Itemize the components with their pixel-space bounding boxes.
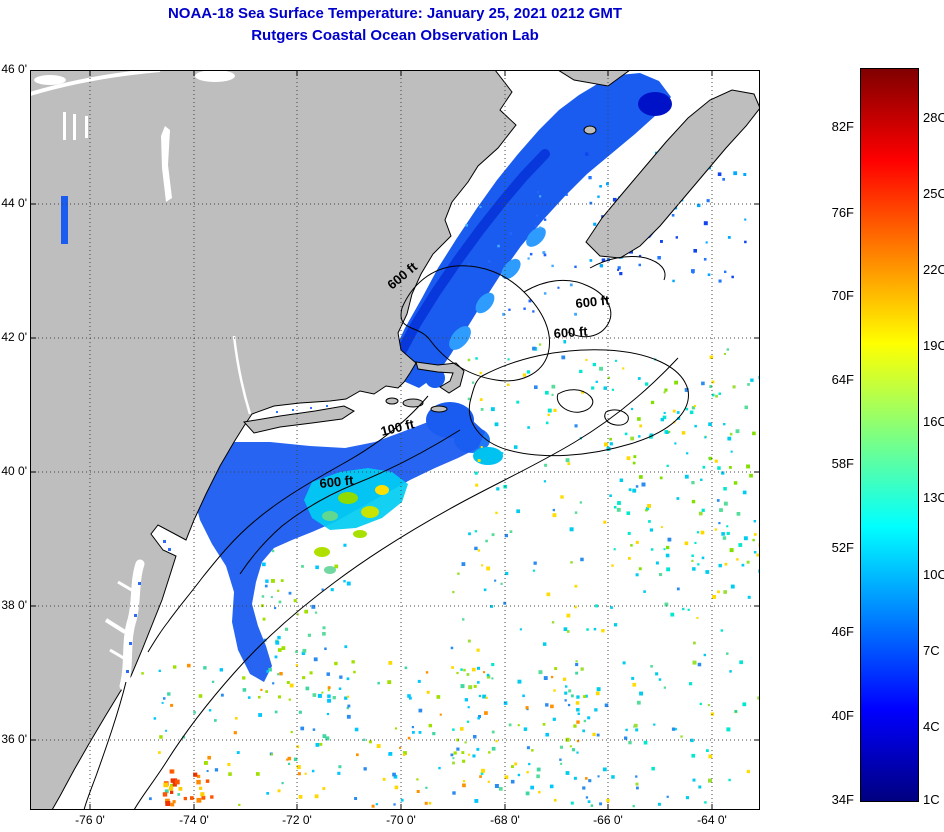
colorbar-label-celsius: 1C (923, 792, 940, 807)
contour-shelf-break-2 (83, 681, 127, 811)
colorbar-label-fahrenheit: 76F (831, 204, 854, 220)
contour-label: 600 ft (575, 292, 611, 311)
long-island (243, 405, 355, 434)
map-frame (30, 69, 760, 810)
contour-label: 600 ft (553, 324, 589, 341)
longitude-tick-label: -74 0' (179, 813, 209, 827)
contour-georges-bank (468, 349, 689, 457)
colorbar-label-celsius: 25C (923, 185, 944, 201)
colorbar-label-celsius: 4C (923, 718, 940, 734)
colorbar-label-fahrenheit: 58F (831, 456, 854, 471)
latitude-tick-label: 36 0' (1, 732, 27, 746)
colorbar-label-celsius: 16C (923, 414, 944, 430)
contour-shelf-break (133, 357, 679, 811)
sst-speckles (141, 151, 763, 808)
contour-bank-small-1 (556, 389, 594, 413)
latitude-tick-label: 38 0' (1, 598, 27, 612)
island-marthas-vineyard (402, 398, 424, 408)
contour-100ft (147, 395, 429, 653)
colorbar-label-fahrenheit: 82F (831, 119, 854, 135)
longitude-tick-label: -76 0' (75, 813, 105, 827)
colorbar-label-fahrenheit: 64F (831, 371, 854, 387)
contour-600ft-mid (239, 429, 461, 575)
contour-gom-arm (523, 279, 612, 338)
latitude-tick-label: 46 0' (1, 62, 27, 76)
colorbar-label-fahrenheit: 46F (831, 623, 854, 639)
island-grand-manan (583, 125, 597, 135)
contour-label: 600 ft (319, 472, 355, 491)
contour-nova-scotia (589, 255, 666, 281)
longitude-tick-label: -72 0' (282, 813, 312, 827)
land (29, 69, 761, 811)
colorbar-label-fahrenheit: 40F (831, 707, 854, 723)
longitude-tick-label: -64 0' (697, 813, 727, 827)
colorbar-gradient (860, 68, 919, 802)
sst-map: 600 ft 600 ft 600 ft 100 ft 600 ft (29, 68, 763, 811)
colorbar-label-celsius: 7C (923, 643, 940, 659)
inland-water (29, 68, 328, 691)
colorbar-label-fahrenheit: 70F (831, 288, 854, 304)
sst-field (190, 73, 672, 682)
colorbar-label-fahrenheit: 52F (831, 540, 854, 556)
longitude-tick-label: -66 0' (593, 813, 623, 827)
map-border (30, 70, 760, 810)
island-block (385, 397, 399, 405)
colorbar-label-fahrenheit: 34F (831, 792, 854, 807)
page-subtitle: Rutgers Coastal Ocean Observation Lab (251, 27, 539, 44)
colorbar-label-celsius: 10C (923, 567, 944, 583)
colorbar-label-celsius: 22C (923, 262, 944, 278)
island-nantucket (430, 405, 448, 413)
page-title: NOAA-18 Sea Surface Temperature: January… (167, 5, 623, 22)
cape-cod (415, 361, 465, 394)
latitude-tick-label: 40 0' (1, 464, 27, 478)
colorbar-label-celsius: 13C (923, 489, 944, 505)
latitude-tick-label: 42 0' (1, 330, 27, 344)
latitude-tick-label: 44 0' (1, 196, 27, 210)
mainland-northeast-us (29, 69, 517, 811)
colorbar-label-celsius: 19C (923, 338, 944, 354)
contour-bank-small-2 (604, 409, 629, 426)
depth-contours (83, 255, 689, 811)
longitude-tick-label: -70 0' (386, 813, 416, 827)
colorbar-label-celsius: 28C (923, 109, 944, 125)
longitude-tick-label: -68 0' (490, 813, 520, 827)
